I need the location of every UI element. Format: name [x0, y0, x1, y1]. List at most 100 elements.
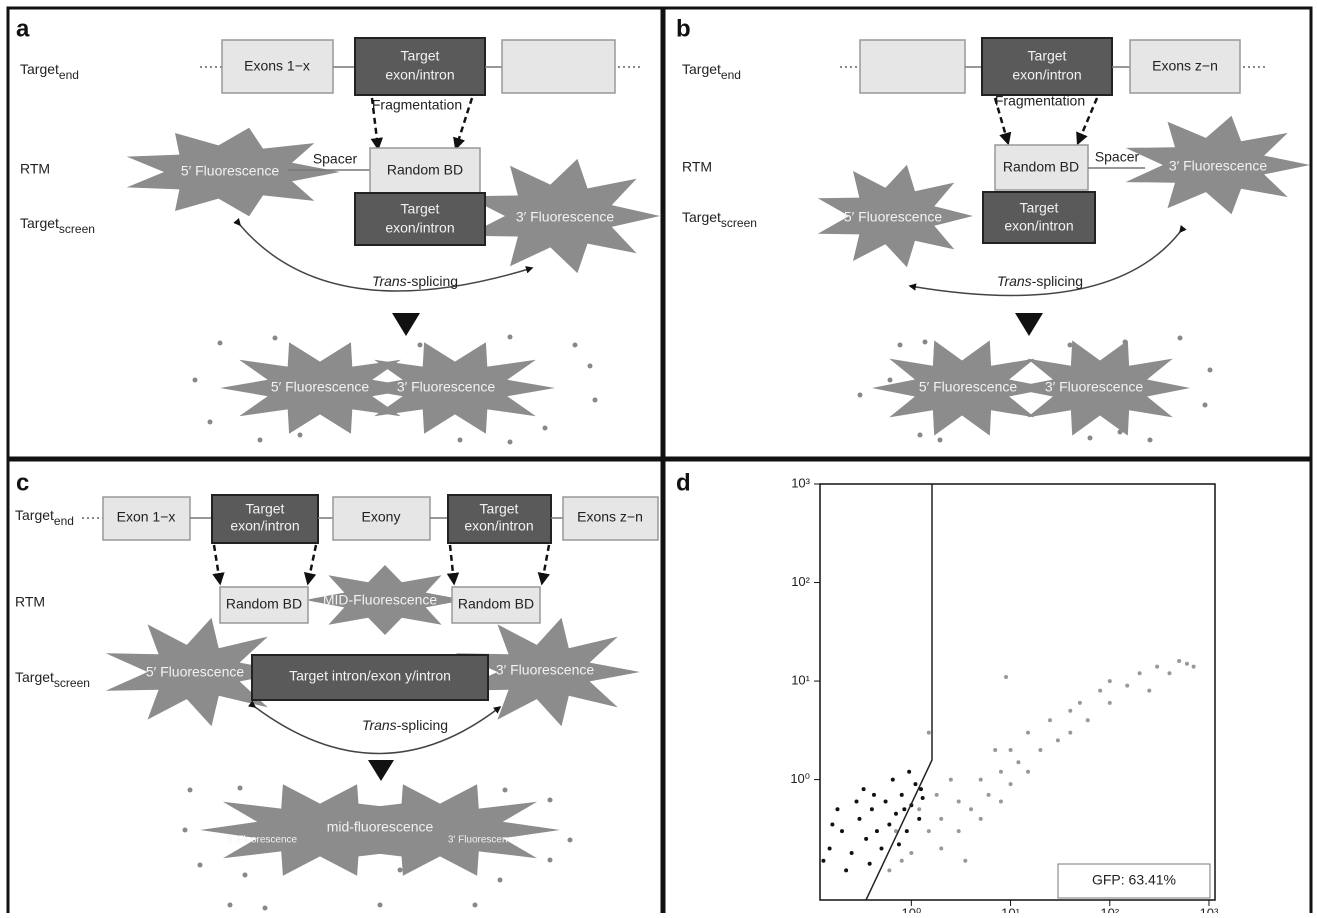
point	[921, 796, 925, 800]
box-label: exon/intron	[1012, 67, 1081, 83]
dot	[188, 788, 193, 793]
point	[1185, 662, 1189, 666]
step-label: Fragmentation	[995, 93, 1085, 109]
fluor-label: 5′ Fluorescence	[844, 209, 943, 225]
point	[902, 807, 906, 811]
point	[887, 823, 891, 827]
x-tick-label: 10³	[1200, 905, 1219, 913]
spacer-label: Spacer	[1095, 149, 1140, 165]
y-tick-label: 10¹	[791, 673, 810, 688]
point	[875, 829, 879, 833]
x-tick-label: 10²	[1100, 905, 1119, 913]
point	[840, 829, 844, 833]
dot	[573, 343, 578, 348]
gate	[866, 484, 932, 900]
box-label: Target	[246, 501, 285, 517]
point	[850, 851, 854, 855]
row-label: RTM	[20, 161, 50, 177]
row-label: Targetend	[682, 61, 741, 82]
dot	[243, 873, 248, 878]
dot	[1148, 438, 1153, 443]
dot	[1208, 368, 1213, 373]
point	[887, 868, 891, 872]
dot	[508, 335, 513, 340]
point	[1108, 701, 1112, 705]
arrow	[392, 313, 420, 336]
path-shape	[450, 545, 454, 583]
exon-label: Exons z−n	[577, 509, 643, 525]
step-label: Trans-splicing	[362, 717, 448, 733]
point	[1098, 689, 1102, 693]
box-label: Target intron/exon y/intron	[289, 668, 451, 684]
point	[969, 807, 973, 811]
exon-label: Exony	[362, 509, 401, 525]
point	[1147, 689, 1151, 693]
dot	[568, 838, 573, 843]
point	[891, 778, 895, 782]
dot	[508, 440, 513, 445]
point	[1038, 748, 1042, 752]
dot	[378, 903, 383, 908]
point	[1068, 709, 1072, 713]
dot	[1068, 343, 1073, 348]
point	[913, 782, 917, 786]
plot-frame	[820, 484, 1215, 900]
fluor-label: 5′ Fluorescence	[181, 163, 280, 179]
dot	[543, 426, 548, 431]
box-label: exon/intron	[230, 518, 299, 534]
dot	[1178, 336, 1183, 341]
point	[999, 770, 1003, 774]
arrow	[368, 760, 394, 781]
step-label: Fragmentation	[372, 97, 462, 113]
y-tick-label: 10³	[791, 475, 810, 490]
point	[870, 807, 874, 811]
fluor-label: mid-fluorescence	[327, 819, 434, 835]
fluor-label: 5′ Fluorescence	[919, 379, 1018, 395]
dot	[548, 858, 553, 863]
fluor-label: 3′ Fluorescence	[397, 379, 496, 395]
dot	[208, 420, 213, 425]
point	[900, 859, 904, 863]
dot	[1088, 436, 1093, 441]
dot	[593, 398, 598, 403]
point	[1026, 770, 1030, 774]
dot	[263, 906, 268, 911]
dot	[228, 903, 233, 908]
exon-label: Exons z−n	[1152, 58, 1218, 74]
point	[821, 859, 825, 863]
point	[862, 787, 866, 791]
x-tick-label: 10⁰	[902, 905, 922, 913]
point	[855, 799, 859, 803]
point	[879, 846, 883, 850]
rect-shape	[860, 40, 965, 93]
dot	[473, 903, 478, 908]
box-label: Random BD	[1003, 159, 1079, 175]
point	[957, 829, 961, 833]
path-shape	[542, 545, 549, 583]
box-label: exon/intron	[385, 67, 454, 83]
panel-label: a	[16, 15, 30, 42]
point	[844, 868, 848, 872]
point	[905, 829, 909, 833]
dot	[1118, 430, 1123, 435]
fluor-label: 5′ Fluorescence	[227, 835, 298, 846]
box-label: Target	[1028, 48, 1067, 64]
dot	[273, 336, 278, 341]
point	[1167, 671, 1171, 675]
point	[1086, 718, 1090, 722]
dot	[193, 378, 198, 383]
box-label: Random BD	[458, 596, 534, 612]
dot	[888, 378, 893, 383]
dot	[858, 393, 863, 398]
point	[917, 817, 921, 821]
point	[1026, 731, 1030, 735]
box-label: Target	[401, 48, 440, 64]
dot	[1123, 340, 1128, 345]
fluor-label: 3′ Fluorescence	[448, 835, 519, 846]
point	[1138, 671, 1142, 675]
dot	[258, 438, 263, 443]
exon-label: Exons 1−x	[244, 58, 310, 74]
dot	[398, 868, 403, 873]
box-label: Target	[480, 501, 519, 517]
point	[872, 793, 876, 797]
